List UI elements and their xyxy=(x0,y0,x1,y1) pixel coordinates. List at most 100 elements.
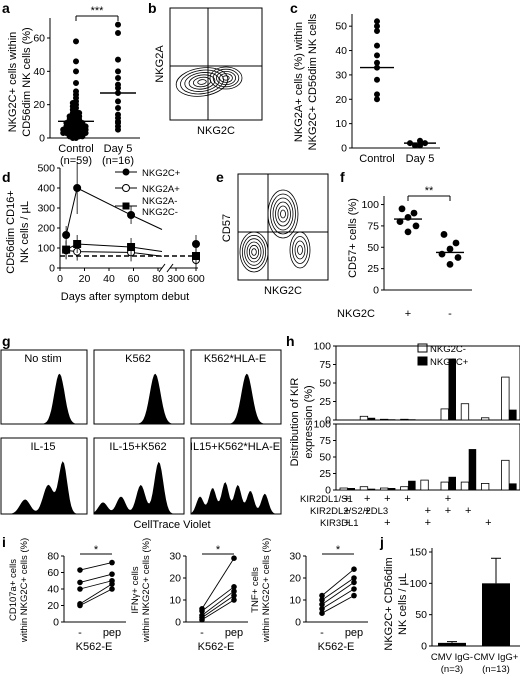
panel-i-point-pep-0 xyxy=(109,559,115,566)
panel-e-xlabel: NKG2C xyxy=(264,285,302,297)
panel-h-top-ytick-label-100: 100 xyxy=(313,341,331,353)
panel-i-pair-line-0 xyxy=(79,562,113,571)
panel-d-label: d xyxy=(2,169,11,185)
panel-g-histogram-3 xyxy=(1,461,87,514)
legend-marker-double-neg xyxy=(122,202,130,210)
panel-d-xtick-label-60: 60 xyxy=(128,273,140,285)
panel-e-population-low-contour xyxy=(251,248,257,256)
panel-i-ytick-label-0-0: 0 xyxy=(53,617,59,629)
panel-i-point-unstim-0 xyxy=(77,586,83,592)
panel-i-point-unstim-2 xyxy=(319,597,325,603)
panel-i-significance-1: * xyxy=(216,544,221,556)
panel-j: j NKG2C+ CD56dim NK cells / µL 0 50 100 150… xyxy=(379,534,520,675)
legend-marker-nkg2c xyxy=(122,168,130,176)
panel-e-plot-frame xyxy=(237,173,329,281)
panel-b-plot-frame xyxy=(169,7,263,121)
panel-g-hist-title-0: No stim xyxy=(24,353,61,365)
panel-i-point-pep-1 xyxy=(231,592,237,599)
legend-swatch-nkg2c-neg xyxy=(417,343,428,353)
panel-c-label: c xyxy=(290,0,298,16)
panel-a-day5-point xyxy=(115,111,122,118)
panel-j-bar-CMV IgG- xyxy=(438,642,466,646)
panel-i-point-unstim-2 xyxy=(319,601,325,608)
panel-g: g No stim K562 K562*HLA-E IL-15 IL-15+K562 IL… xyxy=(0,333,282,531)
panel-c-group-day5: Day 5 xyxy=(406,153,435,165)
panel-h-top-bar-nkg2c-pos xyxy=(408,419,416,420)
panel-j-bars xyxy=(438,557,510,646)
panel-h-bottom-bar-nkg2c-neg xyxy=(480,482,490,491)
panel-g-histogram-4 xyxy=(94,461,184,514)
panel-h-top-bar-nkg2c-neg xyxy=(460,403,470,421)
panel-i-ytick-label-2-0: 0 xyxy=(295,617,301,629)
panel-h-bottom-bar-nkg2c-pos xyxy=(367,488,376,490)
panel-h-row-label-2: KIR3DL1 xyxy=(320,518,359,529)
panel-j-bar-CMV IgG+ xyxy=(482,583,510,646)
panel-i-pair-line-2 xyxy=(321,568,355,596)
panel-i-point-pep-2 xyxy=(351,566,357,572)
panel-h-top-bar-nkg2c-neg xyxy=(501,376,510,421)
panel-g-label: g xyxy=(2,333,11,349)
panel-e-label: e xyxy=(216,169,224,185)
panel-g-histogram-2 xyxy=(191,373,281,424)
panel-h-bottom-bar-nkg2c-neg xyxy=(339,487,348,491)
panel-h-top-ytick-label-75: 75 xyxy=(319,359,331,371)
panel-a-control-point xyxy=(73,88,80,95)
panel-i-point-unstim-2 xyxy=(319,610,325,616)
panel-d-series-tail-1 xyxy=(130,251,163,257)
panel-h-bottom-ytick-label-100: 100 xyxy=(313,419,331,431)
panel-j-label: j xyxy=(379,534,384,550)
panel-i-point-unstim-1 xyxy=(199,617,205,623)
panel-e-population-high-contour xyxy=(270,193,296,235)
panel-d-point-NKG2C+ xyxy=(73,184,82,192)
panel-a-control-point xyxy=(73,58,80,65)
panel-a-points xyxy=(58,21,136,141)
panel-d-xtick-label-600: 600 xyxy=(187,273,205,285)
panel-c-control-point xyxy=(373,96,380,103)
panel-b-label: b xyxy=(148,0,157,16)
panel-f-ytick-label-100: 100 xyxy=(361,199,379,211)
panel-i-ytick-label-1-10: 10 xyxy=(169,595,181,607)
panel-f-neg-point xyxy=(454,254,462,261)
panel-h-plus-symbol: + xyxy=(445,505,451,517)
panel-i-pair-line-1 xyxy=(201,590,235,616)
panel-e-population-low-contour xyxy=(241,234,267,270)
panel-f-pos-point xyxy=(410,209,418,217)
panel-d-xlabel: Days after symptom debut xyxy=(61,291,189,303)
panel-h-row-label-1: KIR2DL2/S2/2DL3 xyxy=(310,506,388,517)
panel-a-group-day5: Day 5 xyxy=(104,143,133,155)
panel-a-day5-point xyxy=(115,56,122,63)
panel-h-bottom-bar-nkg2c-neg xyxy=(359,486,369,491)
panel-i-pair-line-2 xyxy=(321,588,355,610)
panel-i-ytick-label-2-30: 30 xyxy=(289,551,301,563)
panel-h-bottom-ytick-label-0: 0 xyxy=(325,485,331,497)
panel-i-ylabel-2-0: within NKG2C+ cells (%) xyxy=(19,538,30,643)
panel-a-ticks: 0 20 40 60 xyxy=(33,33,50,145)
panel-e-contours xyxy=(239,189,311,273)
panel-f-neg-point xyxy=(446,260,454,268)
panel-i-pair-line-0 xyxy=(79,580,113,590)
panel-c-control-point xyxy=(373,18,380,25)
panel-b-population-left-contour xyxy=(175,67,229,97)
panel-h-top-bar-nkg2c-pos xyxy=(367,417,376,420)
panel-d-point-NKG2C+ xyxy=(192,240,200,248)
panel-c-ylabel-2: NKG2C+ CD56dim NK cells xyxy=(307,13,319,150)
panel-d-ytick-label-500: 500 xyxy=(37,163,55,175)
panel-b: b NKG2C NKG2A xyxy=(148,0,263,137)
panel-h-plus-symbol: + xyxy=(364,493,370,505)
panel-h-plus-symbol: + xyxy=(425,517,431,529)
panel-d-ytick-label-200: 200 xyxy=(37,223,55,235)
panel-g-hist-title-1: K562 xyxy=(125,353,151,365)
panel-g-histogram-1 xyxy=(94,373,184,424)
panel-d-series-tail-2 xyxy=(130,246,163,252)
panel-a-ylabel-2: CD56dim NK cells (%) xyxy=(21,27,33,136)
panel-h: h Distribution of KIR expression (%) NKG… xyxy=(286,333,520,529)
panel-e-population-high-contour xyxy=(267,189,299,239)
panel-i-ylabel-1-0: CD107a+ cells xyxy=(8,559,19,621)
panel-c-control-point xyxy=(373,23,380,30)
panel-i-ytick-label-1-20: 20 xyxy=(169,573,181,585)
panel-d: d CD56dim CD16+ NK cells / µL 0100200300… xyxy=(2,162,205,303)
panel-f-label: f xyxy=(340,169,345,185)
panel-h-top-bar-nkg2c-neg xyxy=(480,417,490,421)
panel-h-plus-symbol: + xyxy=(344,505,350,517)
